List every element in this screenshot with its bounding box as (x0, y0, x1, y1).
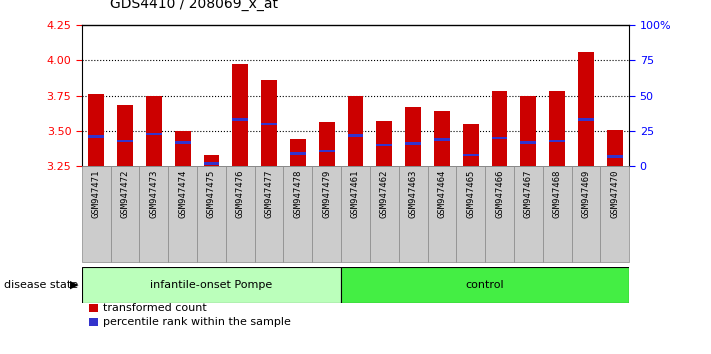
Text: GSM947475: GSM947475 (207, 169, 216, 218)
Bar (542, 166, 572, 262)
Bar (514, 166, 542, 262)
Bar (255, 166, 284, 262)
Bar (203, 162, 220, 165)
Bar (82, 267, 341, 303)
Bar (169, 166, 197, 262)
Bar (146, 96, 161, 166)
Bar (146, 132, 161, 135)
Bar (341, 166, 370, 262)
Text: GSM947467: GSM947467 (524, 169, 533, 218)
Bar (434, 111, 450, 166)
Bar (88, 135, 104, 138)
Bar (491, 137, 508, 139)
Text: GSM947471: GSM947471 (92, 169, 101, 218)
Bar (578, 52, 594, 166)
Text: GSM947465: GSM947465 (466, 169, 475, 218)
Bar (600, 166, 629, 262)
Bar (82, 166, 111, 262)
Text: GSM947479: GSM947479 (322, 169, 331, 218)
Bar (117, 139, 133, 142)
Bar (607, 155, 623, 158)
Bar (434, 138, 450, 141)
Text: control: control (466, 280, 505, 290)
Bar (348, 134, 363, 137)
Bar (376, 144, 392, 147)
Bar (399, 166, 427, 262)
Bar (405, 142, 421, 145)
Bar (319, 122, 335, 166)
Bar (607, 130, 623, 166)
Bar (175, 141, 191, 144)
Bar (463, 154, 479, 156)
Bar (312, 166, 341, 262)
Bar (284, 166, 312, 262)
Text: GSM947470: GSM947470 (610, 169, 619, 218)
Text: GSM947466: GSM947466 (495, 169, 504, 218)
Bar (203, 155, 220, 166)
Text: infantile-onset Pompe: infantile-onset Pompe (150, 280, 272, 290)
Bar (175, 131, 191, 166)
Text: ▶: ▶ (70, 280, 78, 290)
Bar (139, 166, 169, 262)
Text: disease state: disease state (4, 280, 77, 290)
Text: GSM947462: GSM947462 (380, 169, 389, 218)
Text: GDS4410 / 208069_x_at: GDS4410 / 208069_x_at (110, 0, 278, 11)
Text: percentile rank within the sample: percentile rank within the sample (103, 317, 291, 327)
Bar (520, 141, 536, 144)
Text: GSM947468: GSM947468 (552, 169, 562, 218)
Text: GSM947461: GSM947461 (351, 169, 360, 218)
Bar (88, 94, 104, 166)
Bar (341, 267, 629, 303)
Text: GSM947477: GSM947477 (264, 169, 274, 218)
Text: GSM947474: GSM947474 (178, 169, 187, 218)
Bar (111, 166, 139, 262)
Bar (550, 139, 565, 142)
Bar (370, 166, 399, 262)
Text: GSM947476: GSM947476 (236, 169, 245, 218)
Bar (226, 166, 255, 262)
Text: GSM947463: GSM947463 (409, 169, 417, 218)
Bar (261, 122, 277, 125)
Bar (290, 152, 306, 155)
Bar (117, 105, 133, 166)
Text: GSM947464: GSM947464 (437, 169, 447, 218)
Bar (572, 166, 600, 262)
Bar (405, 107, 421, 166)
Text: transformed count: transformed count (103, 303, 207, 313)
Text: GSM947473: GSM947473 (149, 169, 159, 218)
Bar (197, 166, 226, 262)
Text: GSM947478: GSM947478 (294, 169, 302, 218)
Bar (232, 118, 248, 121)
Bar (456, 166, 485, 262)
Bar (485, 166, 514, 262)
Bar (550, 91, 565, 166)
Bar (376, 121, 392, 166)
Text: GSM947472: GSM947472 (120, 169, 129, 218)
Bar (427, 166, 456, 262)
Bar (520, 96, 536, 166)
Bar (491, 91, 508, 166)
Bar (261, 80, 277, 166)
Bar (232, 64, 248, 166)
Bar (463, 124, 479, 166)
Bar (290, 139, 306, 166)
Bar (348, 96, 363, 166)
Bar (319, 149, 335, 152)
Text: GSM947469: GSM947469 (582, 169, 591, 218)
Bar (578, 118, 594, 121)
